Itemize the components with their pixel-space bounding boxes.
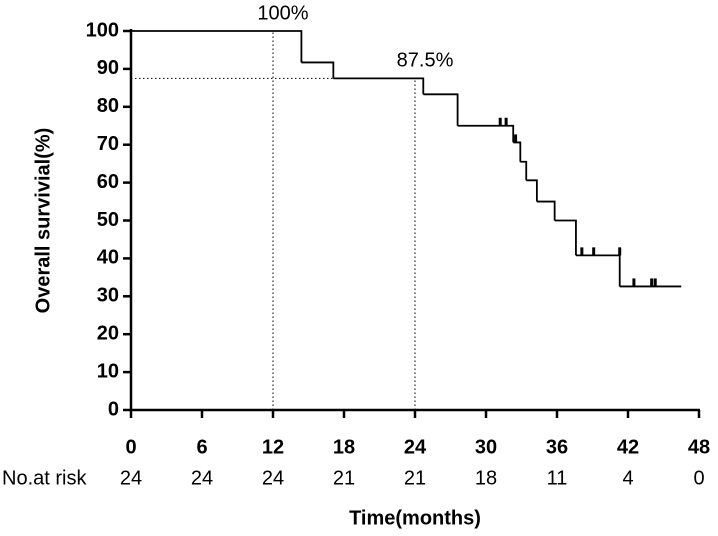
risk-label: No.at risk [2, 467, 87, 489]
survival-step [536, 200, 556, 221]
risk-value: 0 [693, 467, 704, 489]
x-tick-label: 18 [333, 436, 355, 458]
y-tick-label: 90 [97, 57, 119, 79]
annotation: 100% [257, 2, 308, 24]
x-tick-label: 0 [125, 436, 136, 458]
y-tick-label: 80 [97, 95, 119, 117]
survival-step [554, 219, 577, 256]
risk-value: 4 [622, 467, 633, 489]
survival-step [520, 160, 528, 181]
x-tick-label: 30 [475, 436, 497, 458]
risk-value: 11 [547, 467, 568, 489]
x-tick-label: 6 [196, 436, 207, 458]
y-tick-label: 70 [97, 133, 119, 155]
y-axis-title: Overall survivial(%) [32, 128, 54, 314]
risk-value: 24 [120, 467, 142, 489]
y-tick-label: 0 [108, 398, 119, 420]
y-tick-label: 30 [97, 285, 119, 307]
survival-step [301, 61, 335, 79]
x-tick-label: 48 [688, 436, 710, 458]
survival-step [423, 93, 459, 126]
x-axis-title: Time(months) [349, 507, 481, 529]
y-tick-label: 50 [97, 209, 119, 231]
y-tick-label: 10 [97, 360, 119, 382]
y-tick-label: 100 [86, 19, 119, 41]
y-tick-label: 20 [97, 322, 119, 344]
survival-step [513, 141, 522, 162]
risk-value: 21 [404, 467, 426, 489]
risk-value: 18 [475, 467, 497, 489]
survival-step [333, 77, 425, 95]
x-tick-label: 24 [404, 436, 427, 458]
risk-value: 24 [262, 467, 284, 489]
risk-value: 24 [191, 467, 213, 489]
y-tick-label: 40 [97, 247, 119, 269]
survival-step [526, 179, 538, 202]
survival-step [575, 254, 621, 287]
x-tick-label: 36 [546, 436, 568, 458]
x-tick-label: 12 [262, 436, 284, 458]
y-tick-label: 60 [97, 171, 119, 193]
x-tick-label: 42 [617, 436, 639, 458]
survival-step [131, 30, 303, 63]
risk-value: 21 [333, 467, 355, 489]
survival-step [457, 124, 515, 143]
annotation: 87.5% [397, 50, 454, 72]
